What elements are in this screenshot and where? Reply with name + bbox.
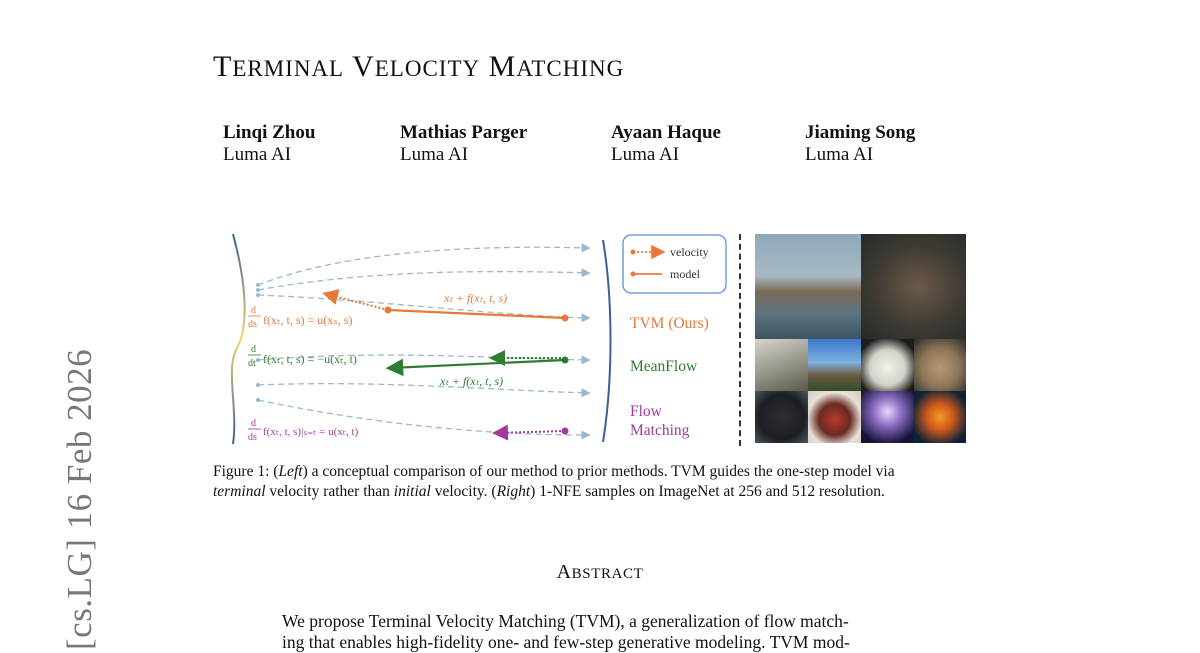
- concept-diagram: velocity model TVM (Ours) MeanFlow Flow …: [230, 233, 727, 445]
- sample-subgrid-left: [755, 339, 861, 443]
- caption-emph: initial: [393, 483, 431, 500]
- meanflow-bottom-equation: xₜ + f(xₜ, t, s): [439, 374, 503, 388]
- abstract-heading: ABSTRACT: [0, 561, 1200, 584]
- goldfish-photo: [913, 391, 966, 443]
- heading-rest: BSTRACT: [571, 566, 644, 582]
- sample-grid: [755, 234, 966, 443]
- caption-right: Right: [496, 483, 531, 500]
- trajectory-6: [257, 399, 591, 440]
- title-word: ELOCITY: [374, 56, 481, 81]
- author-block: Mathias Parger Luma AI: [400, 122, 527, 166]
- tvm-model-arrow: [387, 308, 566, 320]
- source-distribution-curve: [230, 233, 246, 445]
- author-name: Mathias Parger: [400, 122, 528, 143]
- legend-model-label: model: [670, 267, 701, 281]
- heading-initial: A: [556, 561, 572, 583]
- eq-d: d: [251, 344, 256, 355]
- sample-subgrid-right: [861, 339, 966, 443]
- author-affiliation: Luma AI: [805, 144, 874, 165]
- meerkat-photo: [913, 339, 966, 391]
- meanflow-model-arrow: [385, 358, 566, 377]
- tvm-velocity-arrow: [322, 289, 389, 311]
- flow-label-2: Matching: [630, 422, 690, 439]
- eq-d: d: [251, 418, 256, 429]
- legend-box: [622, 234, 727, 294]
- title-word: ERMINAL: [232, 56, 345, 81]
- caption-text: velocity rather than: [265, 483, 394, 500]
- mountain-photo: [808, 339, 861, 391]
- tvm-equation: f(xₜ, t, s) = u(xₛ, s): [263, 313, 352, 327]
- figure-divider: [739, 234, 741, 446]
- eq-dt: dt: [248, 358, 256, 369]
- trajectory-1: [257, 243, 591, 286]
- target-distribution-curve: [602, 239, 612, 443]
- author-block: Jiaming Song Luma AI: [805, 122, 915, 166]
- abstract-line: We propose Terminal Velocity Matching (T…: [282, 611, 849, 631]
- title-initial: V: [352, 50, 375, 83]
- caption-text: ) a conceptual comparison of our method …: [302, 463, 895, 480]
- author-affiliation: Luma AI: [611, 144, 680, 165]
- tvm-top-equation: xₜ + f(xₜ, t, s): [443, 291, 507, 305]
- tvm-label: TVM (Ours): [630, 315, 709, 332]
- caption-label: Figure 1: (: [213, 463, 279, 480]
- title-word: ATCHING: [516, 56, 625, 81]
- chimpanzee-photo: [755, 391, 808, 443]
- meanflow-equation: f(xₜ, t, s) = −u(xₜ, t): [263, 352, 357, 366]
- otter-photo: [861, 234, 966, 339]
- beetle-photo: [808, 391, 861, 443]
- caption-text: velocity. (: [430, 483, 497, 500]
- author-block: Ayaan Haque Luma AI: [611, 122, 721, 166]
- abstract-line: ing that enables high-fidelity one- and …: [282, 632, 850, 652]
- stork-photo: [755, 339, 808, 391]
- legend-velocity-label: velocity: [670, 245, 709, 259]
- flow-matching-equation: f(xₜ, t, s)|ₛ₌ₜ = u(xₜ, t): [263, 426, 359, 438]
- arxiv-identifier: [cs.LG] 16 Feb 2026: [60, 348, 99, 650]
- polar-bear-photo: [861, 339, 914, 391]
- trajectory-2: [257, 268, 591, 291]
- eq-ds: ds: [248, 432, 257, 443]
- caption-emph: terminal: [213, 483, 266, 500]
- caption-left: Left: [278, 463, 303, 480]
- flow-matching-velocity-arrow: [492, 424, 566, 441]
- abstract-text: We propose Terminal Velocity Matching (T…: [282, 611, 922, 653]
- author-name: Ayaan Haque: [611, 122, 721, 143]
- paper-title: TERMINAL VELOCITY MATCHING: [213, 50, 624, 84]
- sandpiper-photo: [755, 234, 861, 339]
- trajectory-5: [257, 382, 591, 398]
- figure-caption: Figure 1: (Left) a conceptual comparison…: [213, 462, 1003, 502]
- meanflow-label: MeanFlow: [630, 358, 698, 375]
- caption-text: ) 1-NFE samples on ImageNet at 256 and 5…: [530, 483, 885, 500]
- eq-d: d: [251, 305, 256, 316]
- title-initial: M: [488, 50, 517, 83]
- author-affiliation: Luma AI: [400, 144, 469, 165]
- flow-label-1: Flow: [630, 403, 663, 420]
- author-name: Jiaming Song: [805, 122, 916, 143]
- author-affiliation: Luma AI: [223, 144, 292, 165]
- author-block: Linqi Zhou Luma AI: [223, 122, 315, 166]
- jellyfish-photo: [861, 391, 914, 443]
- author-name: Linqi Zhou: [223, 122, 316, 143]
- eq-ds: ds: [248, 319, 257, 330]
- title-initial: T: [213, 50, 233, 83]
